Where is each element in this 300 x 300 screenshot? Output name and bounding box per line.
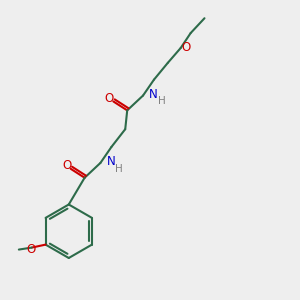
Text: N: N: [149, 88, 158, 101]
Text: H: H: [115, 164, 123, 174]
Text: H: H: [158, 97, 166, 106]
Text: O: O: [181, 41, 190, 55]
Text: O: O: [105, 92, 114, 105]
Text: O: O: [62, 159, 71, 172]
Text: O: O: [26, 243, 35, 256]
Text: N: N: [106, 155, 115, 168]
